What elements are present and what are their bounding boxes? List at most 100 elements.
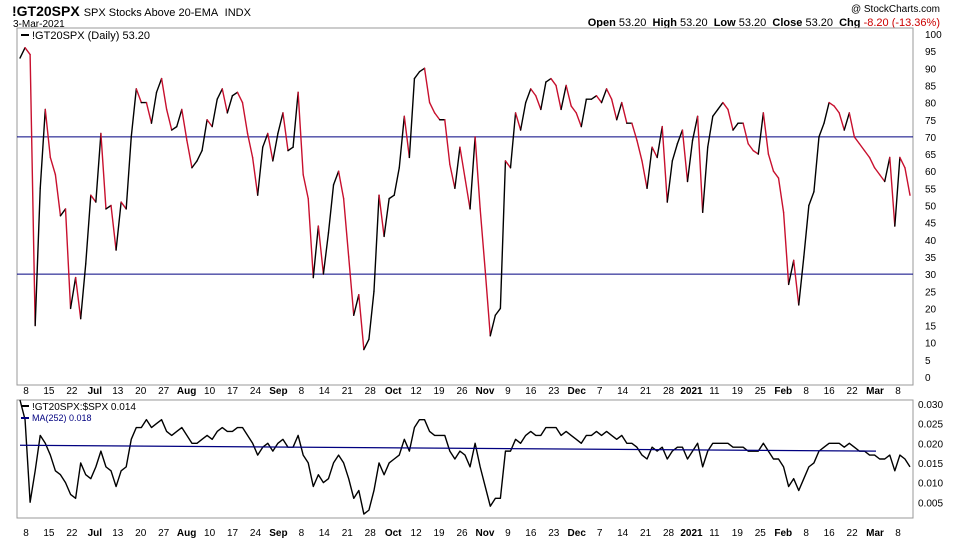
x-tick-label: Oct xyxy=(385,528,402,539)
x-tick-label: Feb xyxy=(774,528,792,539)
main-series-segment xyxy=(74,276,82,320)
main-series-segment xyxy=(383,197,390,238)
main-series-segment xyxy=(368,290,375,340)
legend-main-label: !GT20SPX (Daily) 53.20 xyxy=(32,30,150,42)
main-series-segment xyxy=(686,139,694,183)
main-series-segment xyxy=(54,173,62,217)
main-series-segment xyxy=(337,170,345,200)
main-series-segment xyxy=(292,91,299,148)
x-tick-label: 28 xyxy=(365,528,377,539)
main-series-segment xyxy=(535,95,542,111)
main-series-segment xyxy=(873,167,881,176)
main-series-segment xyxy=(59,208,67,217)
main-series-segment xyxy=(176,108,183,128)
x-tick-label: 8 xyxy=(803,386,809,397)
x-tick-label: 28 xyxy=(365,386,377,397)
x-tick-label: 19 xyxy=(433,386,445,397)
main-series-segment xyxy=(464,177,471,210)
chg-label: Chg xyxy=(839,17,861,29)
x-tick-label: Sep xyxy=(269,528,287,539)
main-series-segment xyxy=(636,139,643,162)
x-tick-label: Dec xyxy=(568,386,587,397)
ratio-panel-frame xyxy=(16,399,914,519)
main-series-segment xyxy=(656,125,663,159)
y-tick-label: 5 xyxy=(925,356,931,367)
x-tick-label: 11 xyxy=(709,528,720,539)
x-tick-label: 9 xyxy=(505,386,511,397)
main-series-segment xyxy=(287,146,294,152)
x-tick-label: 25 xyxy=(755,386,767,397)
main-series-segment xyxy=(757,112,765,155)
x-tick-label: 20 xyxy=(135,528,147,539)
x-tick-label: Nov xyxy=(475,386,494,397)
ratio-series-line xyxy=(19,399,911,515)
main-series-segment xyxy=(256,146,264,196)
main-series-segment xyxy=(787,259,795,286)
main-series-segment xyxy=(878,173,886,183)
main-series-segment xyxy=(69,276,77,310)
main-series-segment xyxy=(904,167,911,196)
main-series-segment xyxy=(803,204,810,258)
main-series-segment xyxy=(868,156,876,169)
y-tick-label: 65 xyxy=(925,150,937,161)
open-label: Open xyxy=(587,17,616,29)
main-series-segment xyxy=(722,101,729,111)
main-series-segment xyxy=(24,47,31,56)
main-series-segment xyxy=(570,105,577,114)
main-series-segment xyxy=(302,173,309,200)
x-tick-label: 26 xyxy=(456,528,468,539)
main-series-segment xyxy=(651,146,658,159)
main-series-segment xyxy=(428,101,436,114)
main-series-segment xyxy=(358,293,365,351)
y-tick-label: 35 xyxy=(925,253,937,264)
main-series-segment xyxy=(272,132,279,162)
main-series-segment xyxy=(95,132,102,203)
main-series-segment xyxy=(732,122,739,131)
main-series-segment xyxy=(181,108,188,142)
main-series-segment xyxy=(236,91,244,104)
main-series-segment xyxy=(403,115,411,159)
x-tick-label: 14 xyxy=(319,528,331,539)
y-tick-label: 45 xyxy=(925,219,937,230)
x-tick-label: Mar xyxy=(866,386,884,397)
main-series-segment xyxy=(772,170,780,179)
main-series-segment xyxy=(798,256,805,306)
main-series-segment xyxy=(580,98,588,128)
x-tick-label: 8 xyxy=(803,528,809,539)
x-tick-label: 21 xyxy=(640,386,652,397)
x-tick-label: 24 xyxy=(250,386,262,397)
main-series-segment xyxy=(509,112,517,169)
main-series-segment xyxy=(226,95,234,114)
main-series-segment xyxy=(418,67,426,73)
main-series-segment xyxy=(231,91,239,97)
main-series-segment xyxy=(433,112,441,121)
main-series-segment xyxy=(332,170,340,186)
main-series-segment xyxy=(135,88,143,104)
main-series-segment xyxy=(312,225,320,279)
x-tick-label: 27 xyxy=(158,386,170,397)
main-series-segment xyxy=(894,156,901,227)
close-value: 53.20 xyxy=(805,17,833,29)
x-tick-label: 19 xyxy=(732,386,744,397)
y-tick-label: 90 xyxy=(925,64,937,75)
main-series-segment xyxy=(307,197,314,279)
x-tick-label: 25 xyxy=(755,528,767,539)
main-series-segment xyxy=(696,115,704,214)
main-series-segment xyxy=(105,204,112,210)
x-tick-label: Aug xyxy=(177,386,196,397)
main-series-segment xyxy=(762,112,770,155)
main-series-segment xyxy=(499,160,507,310)
main-series-segment xyxy=(813,136,820,193)
main-series-segment xyxy=(79,263,87,320)
main-series-segment xyxy=(838,112,845,131)
main-series-segment xyxy=(398,115,406,169)
x-tick-label: 2021 xyxy=(680,528,703,539)
main-series-segment xyxy=(130,88,138,138)
main-series-segment xyxy=(884,156,891,183)
main-series-segment xyxy=(767,153,775,172)
main-series-segment xyxy=(828,101,835,107)
x-tick-label: 8 xyxy=(299,386,305,397)
x-tick-label: 28 xyxy=(663,528,675,539)
main-series-segment xyxy=(833,105,840,114)
main-series-segment xyxy=(155,77,163,94)
